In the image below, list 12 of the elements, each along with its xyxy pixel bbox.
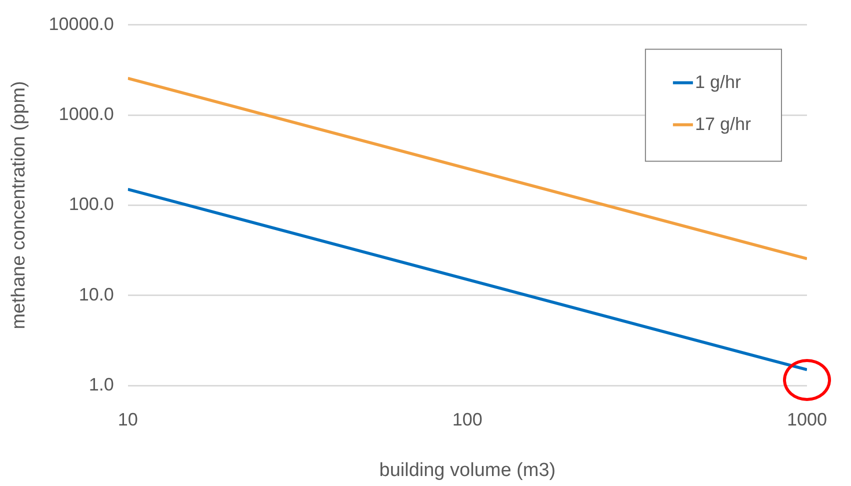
y-tick-label: 1000.0 xyxy=(58,104,114,124)
x-tick-label: 10 xyxy=(118,409,138,430)
y-tick-label: 1.0 xyxy=(88,374,114,395)
y-axis-title: methane concentration (ppm) xyxy=(8,81,30,330)
y-tick-label: 10000.0 xyxy=(48,14,114,34)
x-tick-label: 100 xyxy=(452,409,482,430)
legend-label: 1 g/hr xyxy=(694,72,741,92)
x-axis-title: building volume (m3) xyxy=(379,460,556,481)
x-tick-label: 1000 xyxy=(786,409,827,430)
y-tick-label: 10.0 xyxy=(78,284,114,304)
legend-label: 17 g/hr xyxy=(694,114,751,134)
y-tick-label: 100.0 xyxy=(68,194,114,214)
